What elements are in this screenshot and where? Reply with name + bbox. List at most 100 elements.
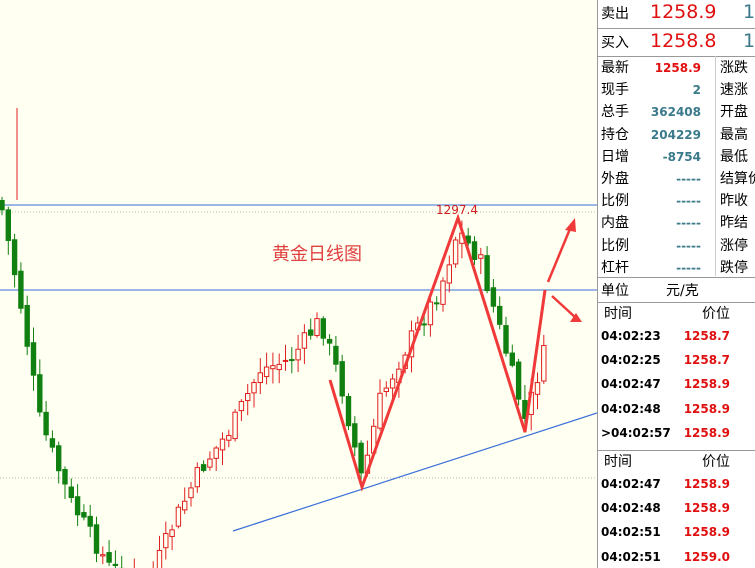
tick-header: 时间	[604, 454, 632, 470]
tick-price: 1258.9	[683, 401, 730, 416]
candle-part	[333, 345, 339, 365]
stat-label: 比例	[601, 237, 629, 254]
candle-part	[238, 401, 245, 412]
stat-right-label: 涨跌	[720, 60, 748, 76]
candle-part	[163, 533, 169, 549]
candle-part	[68, 486, 74, 499]
tick-time: 04:02:51	[601, 525, 661, 540]
stat-label: 持仓	[601, 126, 629, 143]
candle-part	[345, 395, 352, 427]
tick-header: 价位	[702, 454, 730, 470]
tick-time: >04:02:57	[601, 425, 671, 440]
candle-part	[251, 382, 257, 394]
separator	[598, 28, 755, 29]
tick-price: 1258.9	[683, 501, 730, 516]
candle-part	[339, 361, 345, 397]
candle-part	[263, 366, 270, 378]
candle-part	[515, 361, 522, 400]
stat-right-label: 最低	[720, 148, 748, 165]
peak-label: 1297.4	[436, 203, 478, 217]
candle-part	[156, 549, 163, 568]
quote-panel: 卖出 1258.9 1 买入 1258.8 1 最新 1258.9 涨跌 现手 2 速涨 总手 36240…	[597, 0, 755, 568]
candle-part	[314, 318, 320, 336]
stat-value: 204229	[650, 127, 701, 142]
tick-time: 04:02:48	[601, 401, 661, 416]
chart-title: 黄金日线图	[272, 244, 362, 265]
tick-price: 1259.0	[683, 549, 730, 564]
arrow-up	[546, 223, 574, 283]
stat-value: -----	[676, 238, 701, 253]
tick-price: 1258.7	[683, 353, 730, 368]
candle-part	[421, 323, 427, 326]
candle-part	[175, 506, 182, 527]
arrow-head	[570, 313, 582, 322]
candlestick-chart: 1297.4 黄金日线图	[0, 0, 597, 568]
candle-part	[427, 301, 434, 326]
candle-part	[219, 438, 226, 451]
candle-part	[93, 524, 100, 554]
arrow-head	[565, 218, 576, 232]
tick-time: 04:02:25	[601, 353, 661, 368]
stat-right-label: 昨结	[720, 215, 748, 232]
candles	[0, 108, 547, 568]
candle-part	[207, 458, 213, 468]
tick-time: 04:02:51	[601, 549, 661, 564]
stat-value: -----	[676, 172, 701, 186]
candle-part	[509, 352, 516, 366]
separator	[598, 56, 755, 57]
candle-part	[24, 304, 30, 347]
candle-part	[440, 280, 446, 305]
divider	[715, 56, 716, 276]
candle-part	[446, 264, 453, 284]
candle-part	[62, 469, 68, 485]
candle-part	[471, 241, 478, 260]
tick-price: 1258.9	[683, 525, 730, 540]
candle-part	[169, 529, 175, 537]
candle-part	[0, 199, 5, 211]
candle-part	[358, 442, 364, 474]
quote-volume: 1	[743, 1, 755, 23]
candle-part	[112, 563, 119, 566]
candle-part	[30, 342, 37, 376]
tick-time: 04:02:48	[601, 501, 661, 516]
stat-value: -----	[676, 260, 701, 275]
candle-part	[389, 378, 396, 389]
quote-label: 买入	[601, 35, 629, 51]
candle-part	[232, 411, 238, 440]
stat-right-label: 昨收	[720, 193, 748, 210]
tick-header: 价位	[702, 306, 730, 322]
unit-value: 元/克	[666, 283, 699, 299]
stat-value: 1258.9	[654, 61, 701, 75]
candle-part	[282, 359, 289, 362]
candle-part	[245, 393, 251, 402]
stat-label: 最新	[601, 60, 629, 76]
candle-part	[308, 329, 314, 336]
candle-part	[383, 387, 390, 393]
candle-part	[43, 411, 49, 436]
candle-part	[478, 254, 484, 259]
quote-price: 1258.8	[650, 30, 717, 52]
candle-part	[377, 392, 383, 429]
stat-label: 现手	[601, 82, 629, 99]
stat-value: -----	[676, 194, 701, 209]
candle-part	[352, 423, 358, 448]
candle-part	[56, 445, 62, 472]
candle-part	[37, 374, 43, 413]
candle-part	[11, 239, 18, 276]
quote-volume: 1	[743, 30, 755, 52]
candle-part	[503, 325, 509, 354]
candle-part	[276, 363, 282, 371]
candle-part	[270, 365, 276, 370]
stat-label: 外盘	[601, 171, 629, 187]
stat-label: 杠杆	[601, 259, 629, 276]
stat-value: 2	[692, 83, 701, 98]
tick-time: 04:02:47	[601, 377, 661, 392]
stat-right-label: 结算价	[720, 171, 755, 187]
unit-label: 单位	[601, 283, 629, 299]
separator	[598, 302, 755, 303]
stat-label: 总手	[601, 104, 629, 121]
tick-price: 1258.9	[683, 425, 730, 440]
stat-right-label: 涨停	[720, 237, 748, 254]
candle-part	[87, 515, 93, 527]
candle-part	[49, 438, 56, 448]
